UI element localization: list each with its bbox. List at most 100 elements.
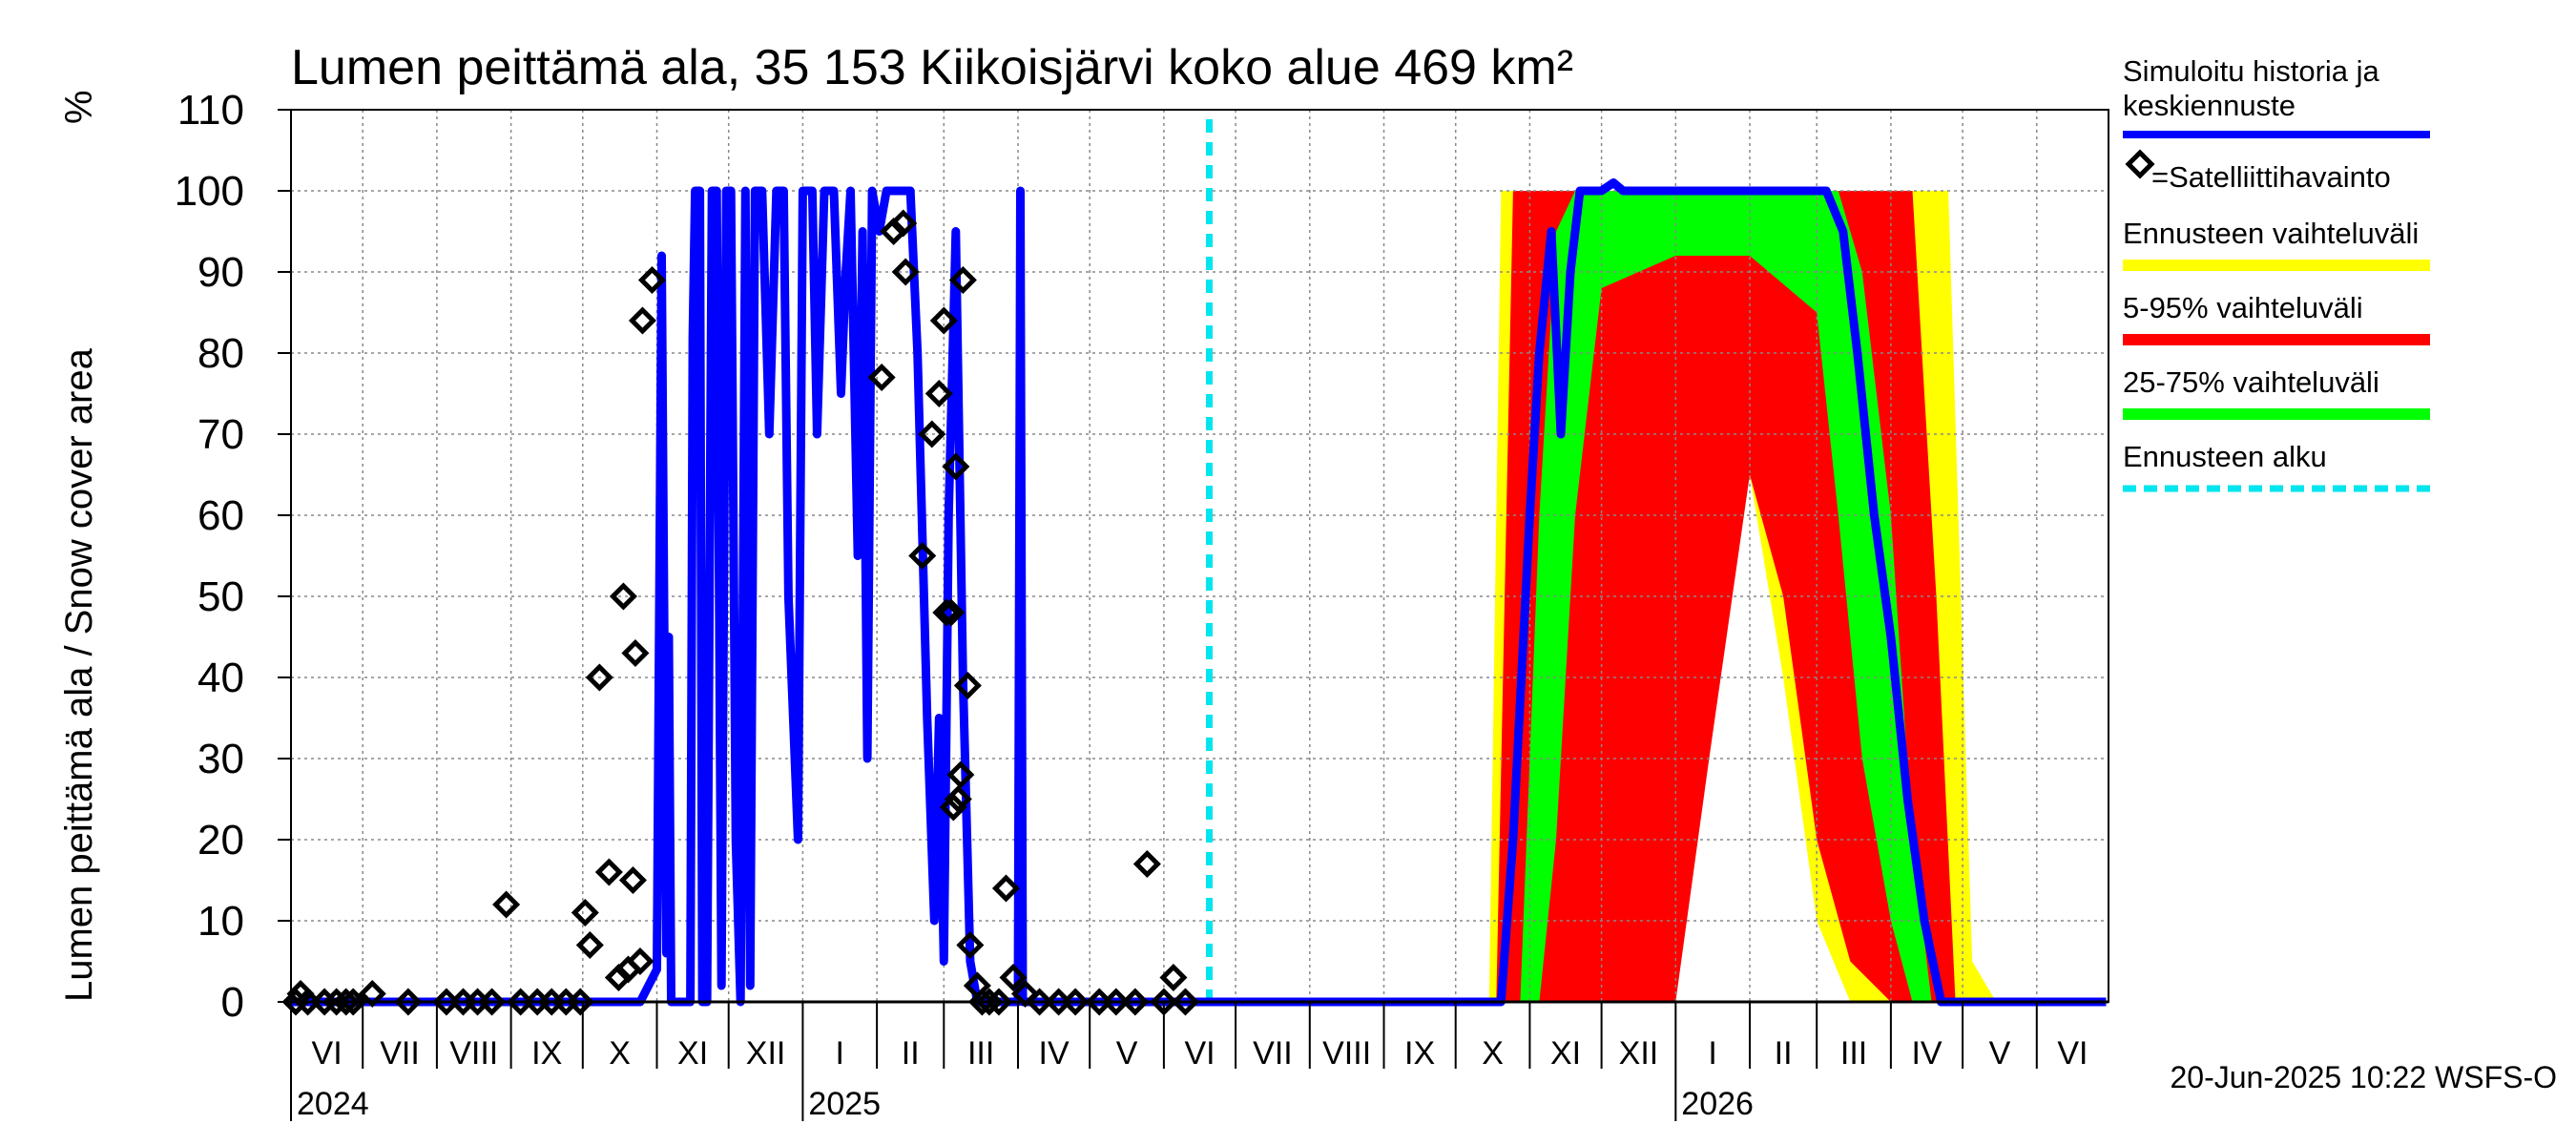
month-label: IV [1039, 1035, 1070, 1072]
observation-point [1121, 988, 1150, 1016]
observation-point [932, 598, 961, 627]
month-label: IX [1404, 1035, 1435, 1072]
observation-point [939, 793, 967, 822]
observation-point [1132, 849, 1161, 879]
y-tick-label: 100 [175, 168, 244, 215]
y-tick-label: 70 [197, 411, 244, 458]
year-label: 2024 [297, 1086, 369, 1122]
y-tick-label: 20 [197, 817, 244, 864]
month-label: II [1775, 1035, 1793, 1072]
observation-point [1061, 988, 1090, 1016]
observation-point [867, 363, 896, 392]
month-label: X [1482, 1035, 1504, 1072]
legend-full-range-label: Ennusteen vaihteluväli [2123, 217, 2419, 250]
observation-point [339, 988, 367, 1016]
history-series [291, 178, 2107, 1007]
month-label: XI [1550, 1035, 1581, 1072]
observation-point [1171, 988, 1199, 1016]
month-label: XII [746, 1035, 786, 1072]
month-label: IX [531, 1035, 562, 1072]
observation-point [985, 988, 1013, 1016]
y-tick-label: 40 [197, 655, 244, 701]
legend-5-95-label: 5-95% vaihteluväli [2123, 291, 2363, 324]
observation-series [281, 209, 1199, 1016]
observation-point [948, 265, 977, 295]
legend: Simuloitu historia ja keskiennuste =Satell… [2123, 54, 2430, 492]
observation-point [575, 930, 604, 960]
month-label: X [609, 1035, 631, 1072]
y-tick-label: 80 [197, 330, 244, 377]
y-tick-label: 50 [197, 573, 244, 620]
x-month-labels: VI VII VIII IX X XI XII I II III IV V VI VII VIII IX X XI… [297, 1035, 2088, 1122]
observation-point [358, 979, 386, 1009]
observation-point [585, 663, 613, 692]
y-tick-label: 30 [197, 736, 244, 782]
observation-point [929, 306, 958, 335]
month-label: V [1116, 1035, 1138, 1072]
month-label: V [1989, 1035, 2011, 1072]
observation-point [566, 988, 594, 1016]
month-label: IV [1911, 1035, 1942, 1072]
observation-point [944, 784, 972, 814]
observation-point [975, 988, 1004, 1016]
month-label: VI [1184, 1035, 1215, 1072]
legend-forecast-start-label: Ennusteen alku [2123, 440, 2327, 473]
observation-point [937, 598, 966, 627]
y-tick-label: 110 [177, 87, 244, 134]
timestamp-footer: 20-Jun-2025 10:22 WSFS-O [2170, 1060, 2557, 1094]
observation-point [889, 209, 918, 238]
axes [278, 109, 2109, 1121]
observation-point [571, 898, 599, 927]
observation-point [394, 988, 423, 1016]
y-tick-label: 90 [197, 249, 244, 296]
observation-point [1026, 988, 1054, 1016]
year-label: 2026 [1681, 1086, 1754, 1122]
observation-point [332, 988, 361, 1016]
y-tick-label: 0 [221, 979, 244, 1026]
observation-point [1102, 988, 1131, 1016]
band-25-75 [1520, 191, 1932, 1002]
observation-point [991, 874, 1021, 903]
month-label: VI [312, 1035, 343, 1072]
observation-point [609, 582, 637, 611]
observation-point [946, 760, 975, 789]
observation-point [953, 671, 982, 700]
month-label: I [836, 1035, 844, 1072]
month-label: VI [2057, 1035, 2088, 1072]
observation-point [626, 947, 654, 976]
legend-history-label: Simuloitu historia ja keskiennuste [2123, 54, 2380, 122]
year-label: 2025 [808, 1086, 881, 1122]
history-line [291, 178, 2107, 1007]
observation-point [492, 890, 521, 919]
legend-observation-label: =Satelliittihavainto [2151, 160, 2391, 194]
legend-25-75-label: 25-75% vaihteluväli [2123, 365, 2379, 399]
observation-point [621, 638, 650, 668]
month-label: XII [1619, 1035, 1659, 1072]
month-label: VIII [449, 1035, 498, 1072]
observation-point [918, 420, 946, 448]
observation-point [637, 265, 667, 295]
legend-observation-marker [2125, 149, 2155, 179]
month-label: III [1840, 1035, 1867, 1072]
observation-point [1010, 979, 1040, 1009]
observation-point [956, 930, 985, 960]
month-label: VII [1253, 1035, 1293, 1072]
observation-point [1159, 963, 1188, 992]
month-label: I [1708, 1035, 1716, 1072]
observation-point [628, 306, 657, 335]
y-tick-labels: 0 10 20 30 40 50 60 70 80 90 100 110 [175, 87, 244, 1026]
observation-point [924, 379, 953, 408]
chart-title: Lumen peittämä ala, 35 153 Kiikoisjärvi … [291, 40, 1573, 95]
y-axis-label: Lumen peittämä ala / Snow cover area [58, 347, 100, 1002]
forecast-bands [1488, 191, 1997, 1002]
month-label: XI [677, 1035, 708, 1072]
month-label: VII [380, 1035, 420, 1072]
observation-point [891, 258, 920, 286]
y-tick-label: 60 [197, 492, 244, 539]
y-tick-label: 10 [197, 898, 244, 945]
month-label: VIII [1322, 1035, 1371, 1072]
observation-point [999, 963, 1028, 992]
month-label: II [902, 1035, 920, 1072]
y-axis-unit: % [58, 90, 100, 124]
